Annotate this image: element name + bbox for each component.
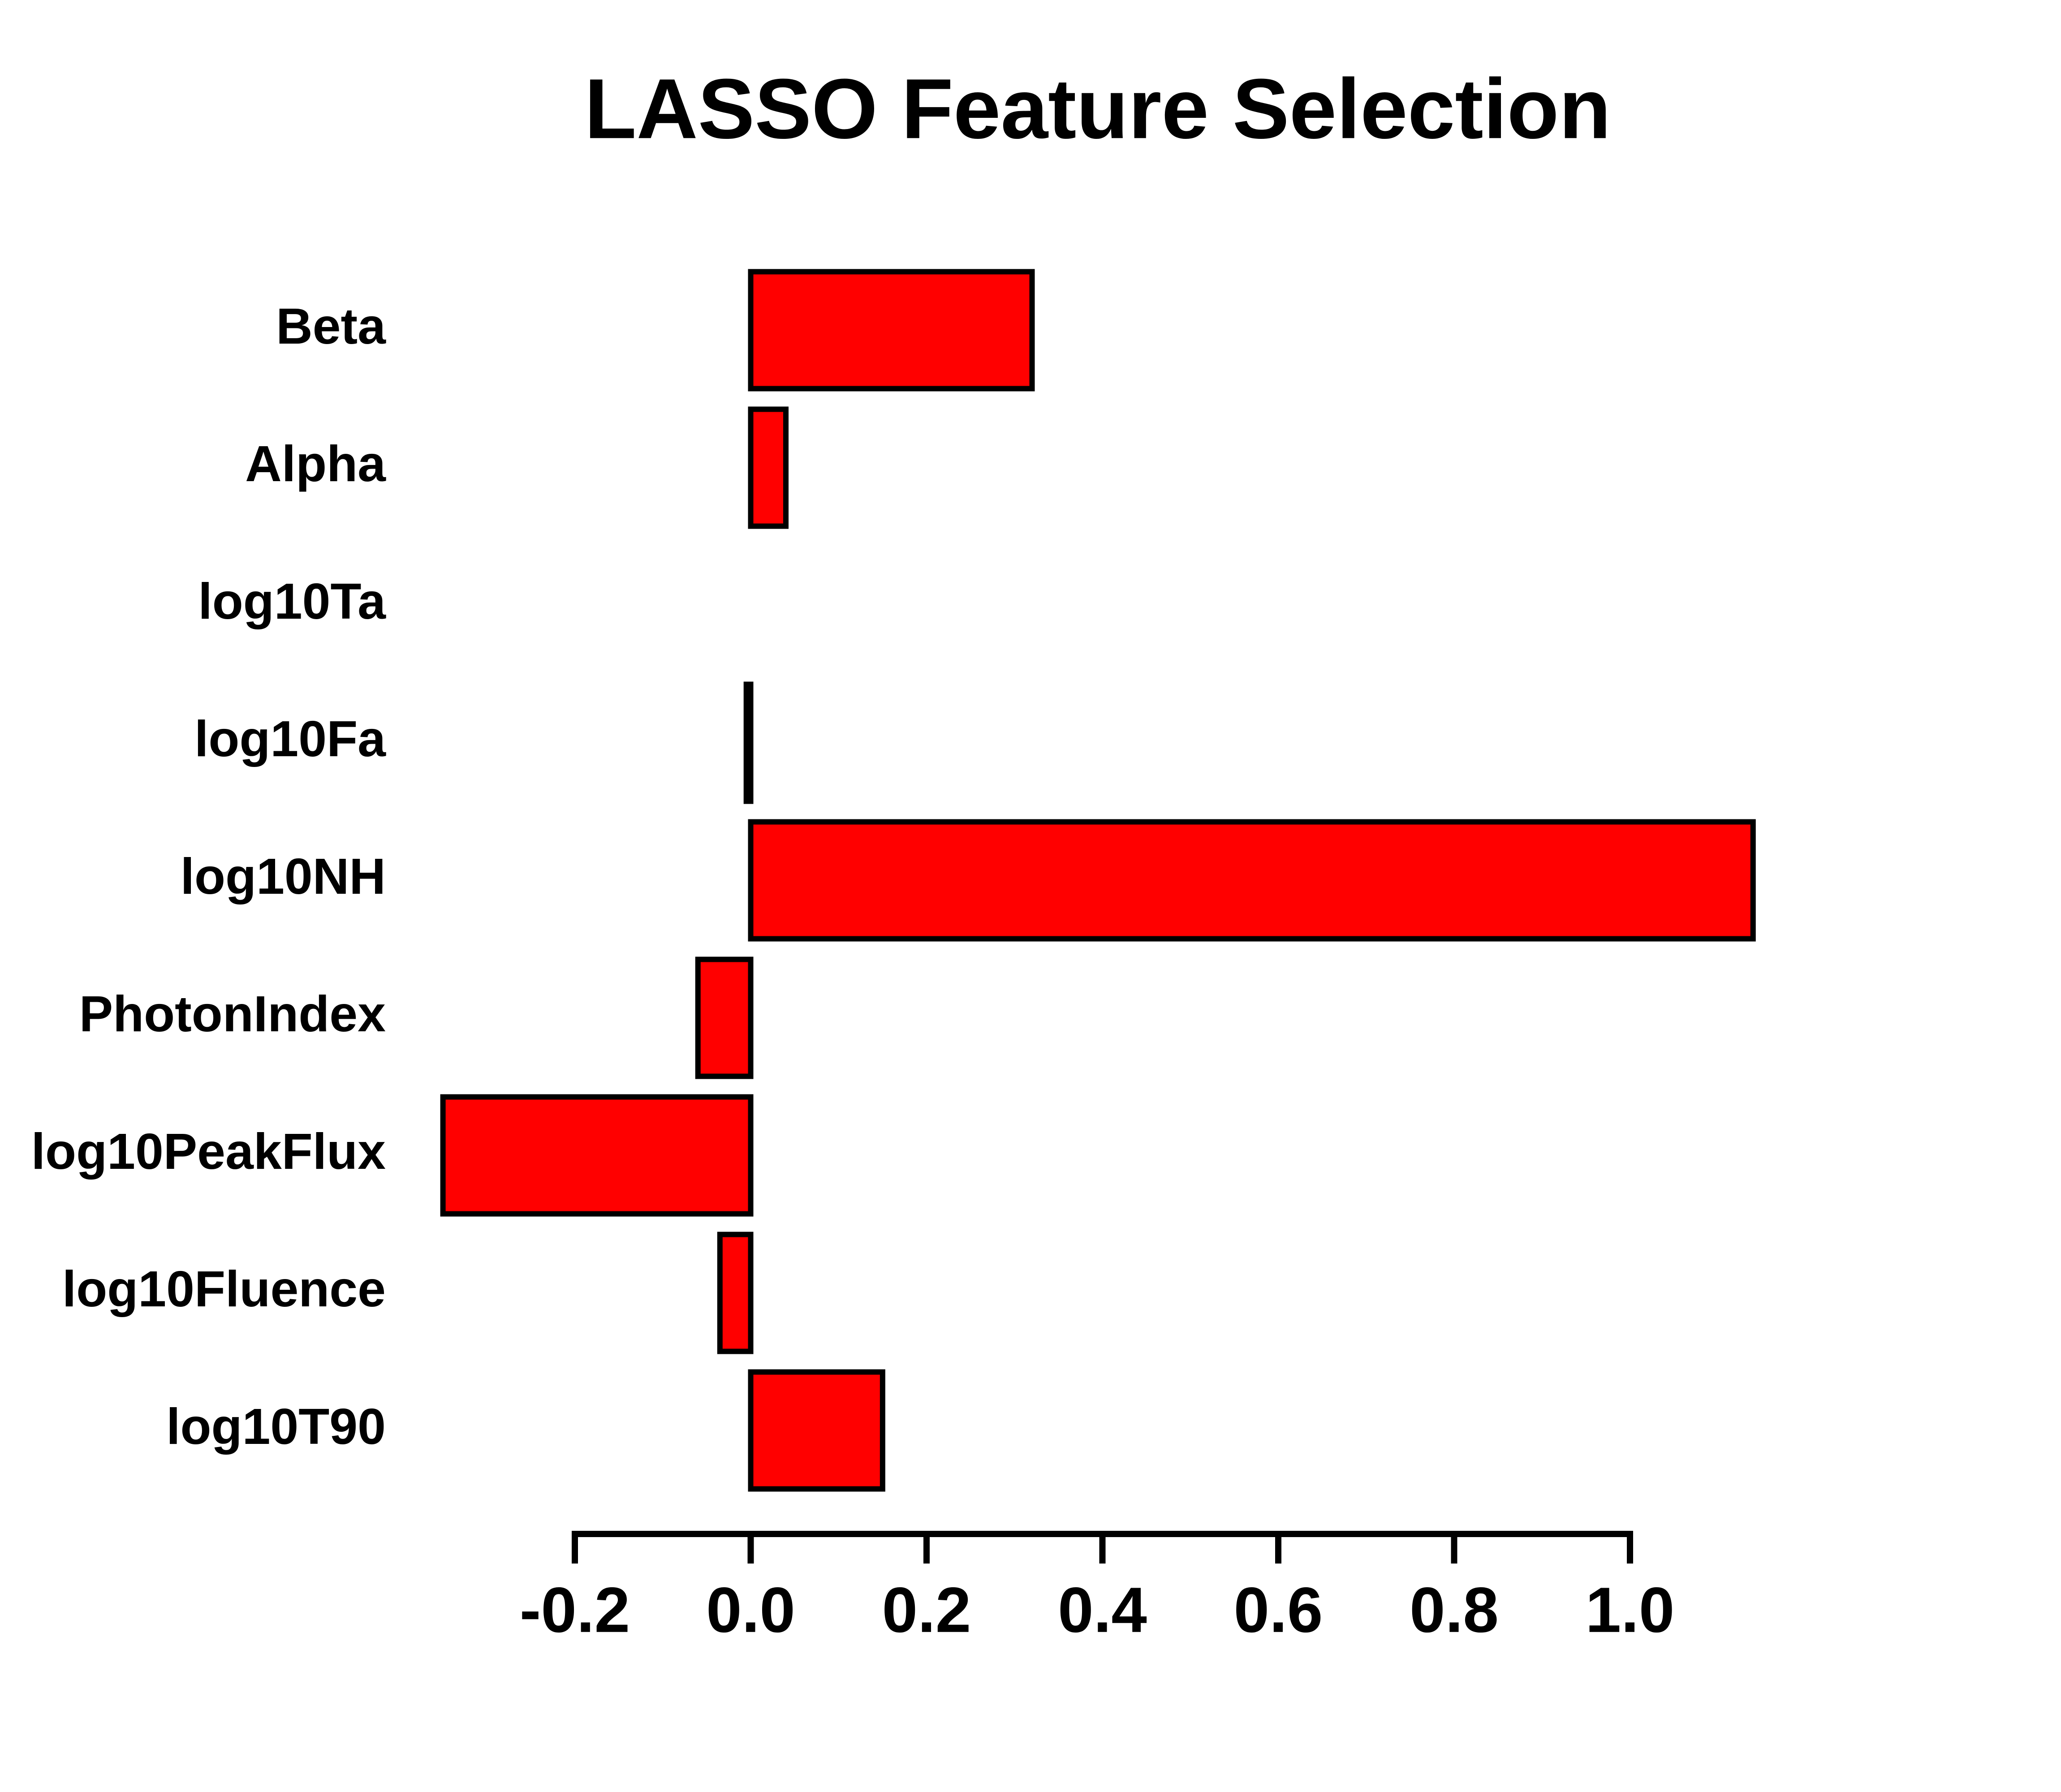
y-tick-label: log10Fa	[194, 711, 386, 767]
bar	[748, 406, 789, 529]
y-tick-label: log10Ta	[198, 573, 386, 629]
x-tick-label: 0.6	[1234, 1575, 1323, 1646]
y-tick-label: log10T90	[166, 1398, 386, 1455]
y-tick-label: Alpha	[245, 435, 386, 492]
x-tick-label: 1.0	[1586, 1575, 1675, 1646]
x-tick-label: 0.0	[706, 1575, 795, 1646]
y-tick-label: log10Fluence	[62, 1261, 386, 1317]
bar	[748, 819, 1756, 942]
y-tick-label: log10NH	[181, 848, 386, 905]
x-tick-label: 0.2	[882, 1575, 971, 1646]
bar	[743, 681, 754, 804]
y-tick-label: log10PeakFlux	[31, 1123, 386, 1180]
chart-title: LASSO Feature Selection	[584, 61, 1611, 156]
bar	[748, 1369, 885, 1492]
bar	[440, 1094, 754, 1217]
bar	[748, 269, 1035, 392]
bar	[695, 956, 754, 1079]
y-tick-label: PhotonIndex	[79, 986, 386, 1042]
y-tick-label: Beta	[276, 298, 386, 354]
bar	[717, 1232, 754, 1354]
x-tick-label: 0.4	[1058, 1575, 1147, 1646]
x-tick-label: 0.8	[1410, 1575, 1499, 1646]
x-tick-label: -0.2	[520, 1575, 630, 1646]
